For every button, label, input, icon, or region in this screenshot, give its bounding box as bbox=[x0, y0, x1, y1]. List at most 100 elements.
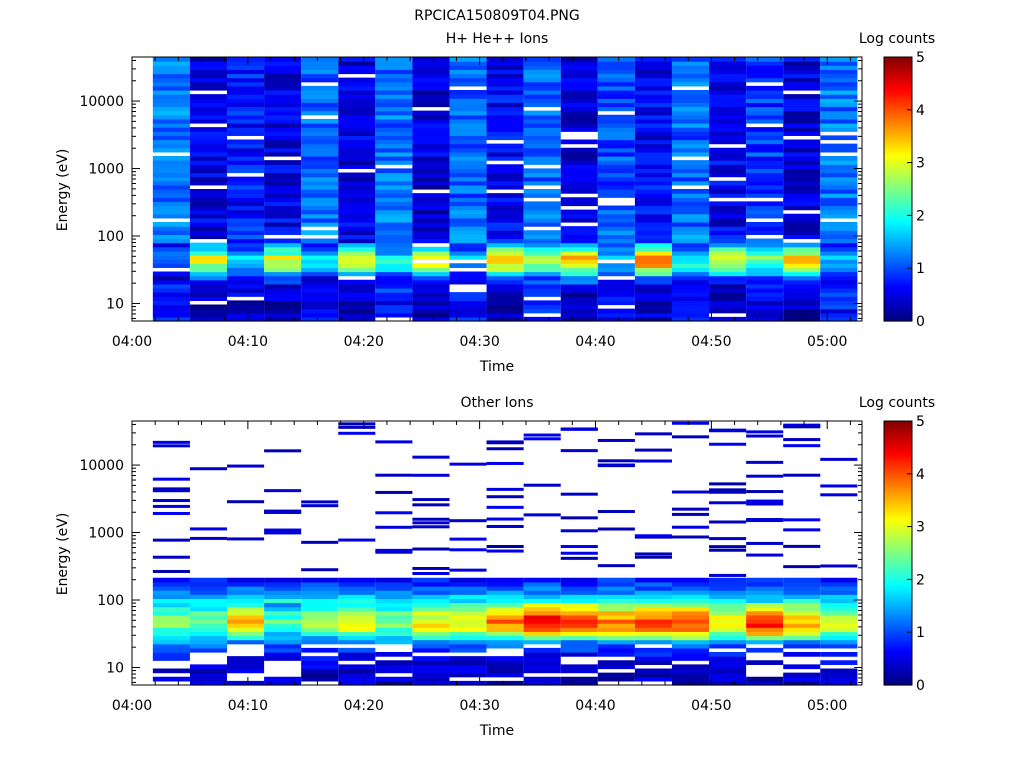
heatmap-cell bbox=[338, 85, 376, 91]
colorbar-segment bbox=[884, 121, 912, 124]
heatmap-cell bbox=[671, 292, 710, 297]
x-tick-label: 04:30 bbox=[459, 698, 499, 714]
heatmap-cell bbox=[152, 577, 190, 583]
heatmap-cell bbox=[227, 464, 265, 468]
heatmap-cell bbox=[375, 525, 413, 529]
heatmap-cell bbox=[783, 168, 821, 174]
heatmap-cell bbox=[449, 631, 487, 637]
panel-2-y-axis-label: Energy (eV) bbox=[55, 513, 71, 596]
heatmap-cell bbox=[264, 449, 302, 453]
heatmap-cell bbox=[597, 619, 635, 624]
heatmap-cell bbox=[264, 647, 302, 653]
heatmap-cell bbox=[820, 631, 858, 637]
heatmap-cell bbox=[412, 275, 450, 281]
heatmap-cell bbox=[820, 176, 858, 182]
heatmap-cell bbox=[449, 197, 487, 202]
heatmap-cell bbox=[634, 193, 672, 198]
colorbar-segment bbox=[884, 519, 912, 522]
heatmap-cell bbox=[486, 85, 524, 91]
heatmap-cell bbox=[152, 487, 190, 491]
heatmap-cell bbox=[227, 279, 265, 285]
heatmap-cell bbox=[671, 421, 710, 425]
heatmap-cell bbox=[486, 660, 524, 665]
colorbar-segment bbox=[884, 553, 912, 556]
colorbar-segment bbox=[884, 75, 912, 78]
heatmap-cell bbox=[264, 510, 302, 514]
heatmap-cell bbox=[449, 205, 487, 211]
heatmap-cell bbox=[783, 180, 821, 186]
heatmap-cell bbox=[634, 172, 672, 178]
heatmap-cell bbox=[783, 65, 821, 70]
heatmap-cell bbox=[523, 267, 561, 273]
heatmap-cell bbox=[375, 664, 413, 670]
heatmap-cell bbox=[338, 123, 376, 128]
colorbar-segment bbox=[884, 513, 912, 516]
heatmap-cell bbox=[301, 292, 339, 297]
heatmap-cell bbox=[152, 160, 190, 165]
heatmap-cell bbox=[375, 581, 413, 587]
heatmap-cell bbox=[152, 619, 190, 624]
heatmap-cell bbox=[152, 131, 190, 136]
colorbar-segment bbox=[884, 65, 912, 68]
heatmap-cell bbox=[152, 98, 190, 103]
heatmap-cell bbox=[338, 102, 376, 108]
colorbar-segment bbox=[884, 159, 912, 162]
heatmap-cell bbox=[709, 656, 747, 661]
heatmap-cell bbox=[560, 81, 598, 87]
colorbar-segment bbox=[884, 547, 912, 550]
heatmap-cell bbox=[264, 222, 302, 227]
heatmap-cell bbox=[820, 263, 858, 268]
heatmap-cell bbox=[152, 623, 190, 628]
heatmap-cell bbox=[227, 594, 265, 599]
heatmap-cell bbox=[671, 296, 710, 301]
heatmap-cell bbox=[412, 586, 450, 591]
heatmap-cell bbox=[152, 250, 190, 256]
heatmap-cell bbox=[746, 77, 784, 83]
heatmap-cell bbox=[597, 639, 635, 645]
heatmap-cell bbox=[597, 73, 635, 79]
heatmap-cell bbox=[746, 279, 784, 285]
heatmap-cell bbox=[523, 94, 561, 99]
heatmap-cell bbox=[375, 73, 413, 79]
heatmap-cell bbox=[338, 160, 376, 165]
heatmap-cell bbox=[227, 635, 265, 641]
heatmap-cell bbox=[375, 69, 413, 75]
heatmap-cell bbox=[264, 656, 302, 661]
heatmap-cell bbox=[449, 143, 487, 149]
heatmap-cell bbox=[709, 672, 747, 678]
heatmap-cell bbox=[671, 180, 710, 186]
heatmap-cell bbox=[227, 201, 265, 207]
heatmap-cell bbox=[783, 296, 821, 301]
heatmap-cell bbox=[523, 631, 561, 637]
heatmap-cell bbox=[671, 246, 710, 252]
heatmap-cell bbox=[189, 242, 228, 248]
colorbar-segment bbox=[884, 555, 912, 558]
heatmap-cell bbox=[820, 283, 858, 289]
heatmap-cell bbox=[560, 668, 598, 674]
heatmap-cell bbox=[523, 437, 561, 441]
heatmap-cell bbox=[264, 189, 302, 194]
heatmap-cell bbox=[746, 474, 784, 478]
heatmap-cell bbox=[671, 118, 710, 124]
colorbar-segment bbox=[884, 211, 912, 214]
colorbar-segment bbox=[884, 629, 912, 632]
heatmap-cell bbox=[449, 639, 487, 645]
colorbar-segment bbox=[884, 93, 912, 96]
heatmap-cell bbox=[671, 259, 710, 264]
heatmap-cell bbox=[746, 312, 784, 318]
heatmap-cell bbox=[746, 61, 784, 66]
heatmap-cell bbox=[560, 114, 598, 120]
heatmap-cell bbox=[189, 197, 228, 202]
heatmap-cell bbox=[783, 586, 821, 591]
heatmap-cell bbox=[523, 300, 561, 306]
heatmap-cell bbox=[412, 172, 450, 178]
colorbar-segment bbox=[884, 199, 912, 202]
heatmap-cell bbox=[746, 635, 784, 641]
heatmap-cell bbox=[301, 201, 339, 207]
heatmap-cell bbox=[301, 102, 339, 108]
heatmap-cell bbox=[189, 189, 228, 194]
heatmap-cell bbox=[783, 594, 821, 599]
heatmap-cell bbox=[671, 209, 710, 215]
heatmap-cell bbox=[486, 312, 524, 318]
heatmap-cell bbox=[634, 308, 672, 314]
